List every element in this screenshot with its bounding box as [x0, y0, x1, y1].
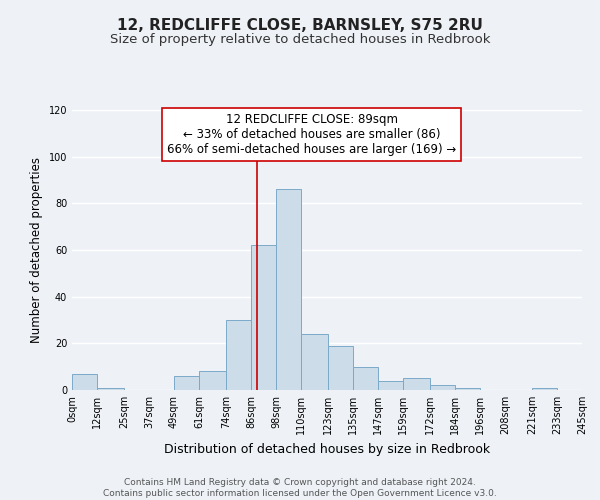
Bar	[582, 388, 600, 390]
Bar	[328, 346, 353, 390]
Text: 12, REDCLIFFE CLOSE, BARNSLEY, S75 2RU: 12, REDCLIFFE CLOSE, BARNSLEY, S75 2RU	[117, 18, 483, 32]
Bar	[174, 376, 199, 390]
Bar	[430, 386, 455, 390]
Bar	[226, 320, 251, 390]
Bar	[353, 366, 378, 390]
Bar	[276, 190, 301, 390]
X-axis label: Distribution of detached houses by size in Redbrook: Distribution of detached houses by size …	[164, 442, 490, 456]
Bar	[378, 380, 403, 390]
Text: Contains HM Land Registry data © Crown copyright and database right 2024.
Contai: Contains HM Land Registry data © Crown c…	[103, 478, 497, 498]
Bar	[199, 372, 226, 390]
Bar	[532, 388, 557, 390]
Text: Size of property relative to detached houses in Redbrook: Size of property relative to detached ho…	[110, 32, 490, 46]
Bar	[301, 334, 328, 390]
Bar	[403, 378, 430, 390]
Bar	[455, 388, 480, 390]
Y-axis label: Number of detached properties: Number of detached properties	[30, 157, 43, 343]
Bar	[97, 388, 124, 390]
Bar	[72, 374, 97, 390]
Text: 12 REDCLIFFE CLOSE: 89sqm
← 33% of detached houses are smaller (86)
66% of semi-: 12 REDCLIFFE CLOSE: 89sqm ← 33% of detac…	[167, 113, 457, 156]
Bar	[251, 246, 276, 390]
